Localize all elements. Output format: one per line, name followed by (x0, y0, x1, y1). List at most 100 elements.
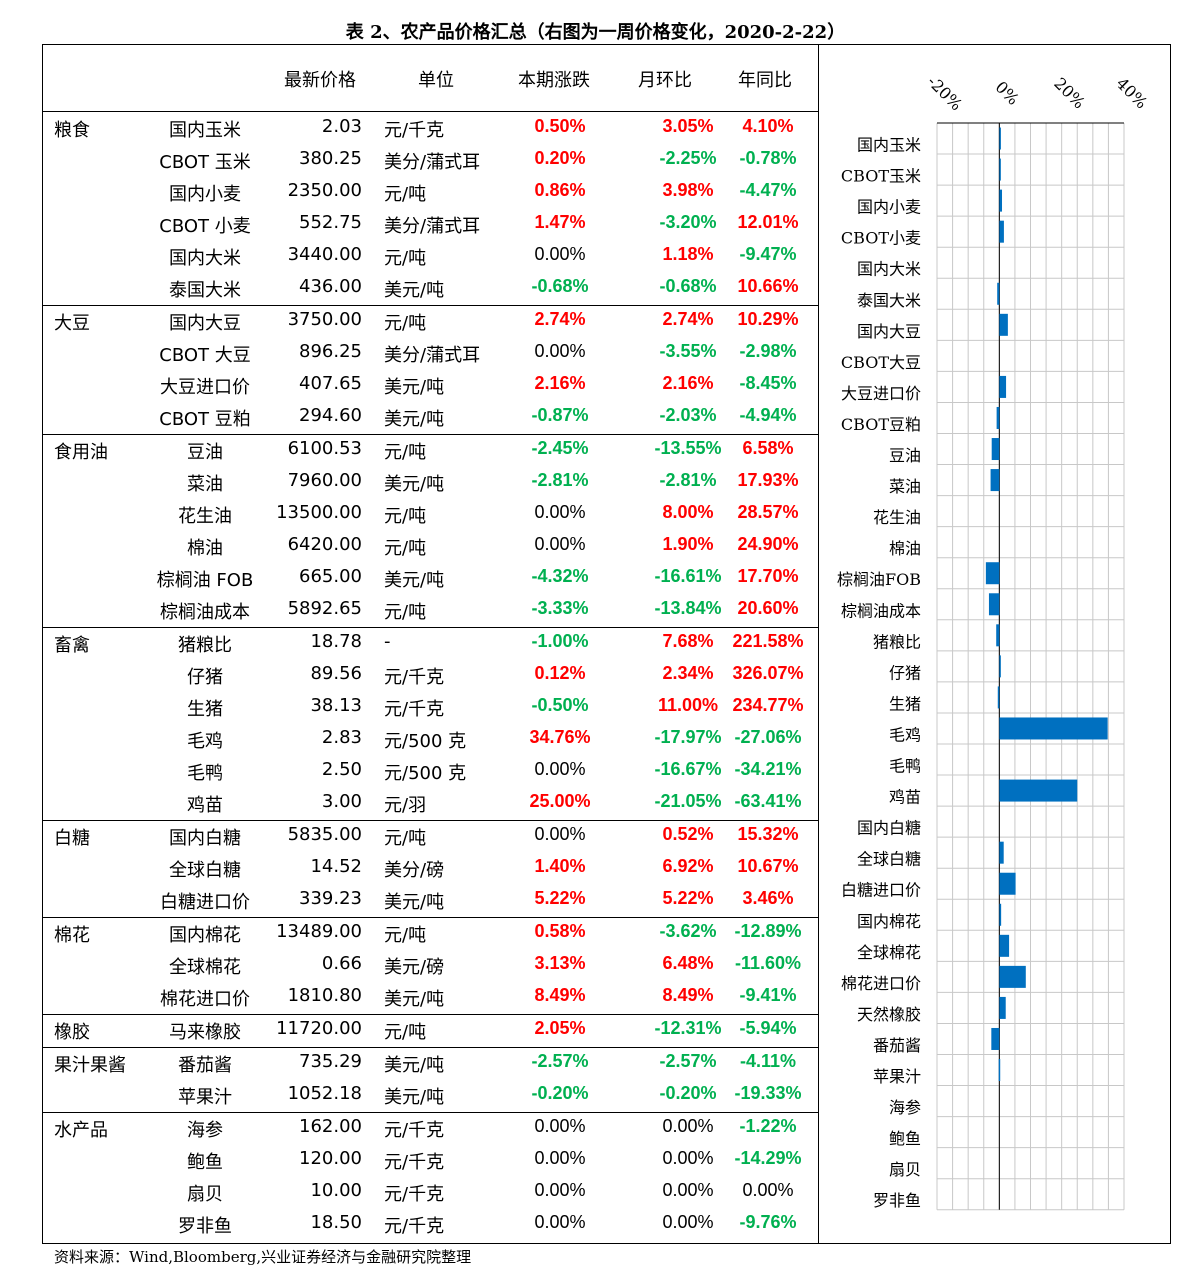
mom-change: 0.00% (662, 1212, 714, 1232)
unit: 美元/吨 (384, 280, 445, 301)
yoy-change: 17.70% (737, 566, 799, 586)
latest-price: 2.83 (321, 727, 362, 748)
period-change: -0.20% (531, 1083, 589, 1103)
bar (999, 220, 1004, 243)
latest-price: 7960.00 (287, 470, 362, 491)
table-row: 罗非鱼 18.50 元/千克 0.00% 0.00% -9.76% (42, 1208, 818, 1240)
period-change: 0.86% (534, 180, 586, 200)
yoy-change: -4.11% (739, 1051, 797, 1071)
bar (999, 841, 1004, 864)
unit: 元/吨 (384, 1022, 427, 1043)
unit: - (384, 631, 391, 652)
yoy-change: 20.60% (737, 598, 799, 618)
mom-change: -2.81% (659, 470, 717, 490)
mom-change: 3.98% (662, 180, 714, 200)
table-row: 鲍鱼 120.00 元/千克 0.00% 0.00% -14.29% (42, 1144, 818, 1176)
mom-change: -0.20% (659, 1083, 717, 1103)
latest-price: 3440.00 (287, 244, 362, 265)
period-change: 0.00% (534, 824, 586, 844)
table-row: 国内小麦 2350.00 元/吨 0.86% 3.98% -4.47% (42, 176, 818, 208)
product-name: 棕榈油成本 (160, 602, 250, 623)
unit: 元/吨 (384, 442, 427, 463)
table-row: 棉油 6420.00 元/吨 0.00% 1.90% 24.90% (42, 530, 818, 562)
group-divider (42, 305, 818, 306)
group-divider (42, 1047, 818, 1048)
category-label: 畜禽 (54, 635, 90, 656)
table-row: 棕榈油 FOB 665.00 美元/吨 -4.32% -16.61% 17.70% (42, 562, 818, 594)
unit: 美分/蒲式耳 (384, 152, 481, 173)
bar (999, 996, 1006, 1019)
product-name: 猪粮比 (178, 635, 232, 656)
latest-price: 6100.53 (287, 438, 362, 459)
period-change: -0.68% (531, 276, 589, 296)
bar (999, 655, 1001, 678)
mom-change: -3.55% (659, 341, 717, 361)
bar (999, 189, 1003, 212)
mom-change: -13.55% (654, 438, 722, 458)
product-name: 全球棉花 (169, 957, 241, 978)
mom-change: -3.20% (659, 212, 717, 232)
table-row: 食用油 豆油 6100.53 元/吨 -2.45% -13.55% 6.58% (42, 434, 818, 466)
category-label: 番茄酱 (873, 1036, 921, 1055)
table-row: 毛鸭 2.50 元/500 克 0.00% -16.67% -34.21% (42, 755, 818, 787)
latest-price: 10.00 (310, 1180, 362, 1201)
yoy-change: 234.77% (732, 695, 804, 715)
period-change: 1.47% (534, 212, 586, 232)
period-change: 2.16% (534, 373, 586, 393)
category-label: 棉花 (54, 925, 90, 946)
mom-change: 0.00% (662, 1180, 714, 1200)
table-row: 鸡苗 3.00 元/羽 25.00% -21.05% -63.41% (42, 787, 818, 819)
mom-change: -16.67% (654, 759, 722, 779)
mom-change: 0.00% (662, 1148, 714, 1168)
mom-change: 8.49% (662, 985, 714, 1005)
unit: 元/吨 (384, 248, 427, 269)
unit: 美分/蒲式耳 (384, 345, 481, 366)
unit: 元/吨 (384, 184, 427, 205)
yoy-change: 12.01% (737, 212, 799, 232)
product-name: CBOT 玉米 (159, 152, 251, 173)
latest-price: 436.00 (299, 276, 362, 297)
period-change: 3.13% (534, 953, 586, 973)
group-divider (42, 627, 818, 628)
category-label: 全球白糖 (857, 850, 921, 869)
category-label: 生猪 (889, 694, 921, 713)
latest-price: 1052.18 (287, 1083, 362, 1104)
table-row: 畜禽 猪粮比 18.78 - -1.00% 7.68% 221.58% (42, 627, 818, 659)
mom-change: -2.03% (659, 405, 717, 425)
yoy-change: -9.47% (739, 244, 797, 264)
latest-price: 13500.00 (276, 502, 362, 523)
table-chart-divider (818, 44, 819, 1244)
latest-price: 339.23 (299, 888, 362, 909)
period-change: 0.00% (534, 759, 586, 779)
yoy-change: -5.94% (739, 1018, 797, 1038)
product-name: 鲍鱼 (187, 1152, 223, 1173)
category-label: 果汁果酱 (54, 1055, 126, 1076)
category-label: 棉油 (889, 539, 921, 558)
yoy-change: 326.07% (732, 663, 804, 683)
mom-change: 3.05% (662, 116, 714, 136)
latest-price: 5892.65 (287, 598, 362, 619)
product-name: CBOT 大豆 (159, 345, 251, 366)
unit: 美元/吨 (384, 474, 445, 495)
yoy-change: 24.90% (737, 534, 799, 554)
mom-change: -16.61% (654, 566, 722, 586)
category-label: 天然橡胶 (857, 1005, 921, 1024)
product-name: 国内大米 (169, 248, 241, 269)
period-change: 2.05% (534, 1018, 586, 1038)
table-row: 花生油 13500.00 元/吨 0.00% 8.00% 28.57% (42, 498, 818, 530)
table-row: 粮食 国内玉米 2.03 元/千克 0.50% 3.05% 4.10% (42, 112, 818, 144)
latest-price: 407.65 (299, 373, 362, 394)
category-label: 国内棉花 (857, 912, 921, 931)
unit: 元/千克 (384, 1152, 445, 1173)
category-label: 国内大豆 (857, 322, 921, 341)
bar (996, 624, 1000, 647)
category-label: 棉花进口价 (841, 974, 921, 993)
period-change: 0.00% (534, 341, 586, 361)
table-row: 生猪 38.13 元/千克 -0.50% 11.00% 234.77% (42, 691, 818, 723)
header-latest-price: 最新价格 (284, 70, 356, 91)
category-label: 食用油 (54, 442, 108, 463)
yoy-change: 6.58% (742, 438, 794, 458)
group-divider (42, 917, 818, 918)
latest-price: 162.00 (299, 1116, 362, 1137)
